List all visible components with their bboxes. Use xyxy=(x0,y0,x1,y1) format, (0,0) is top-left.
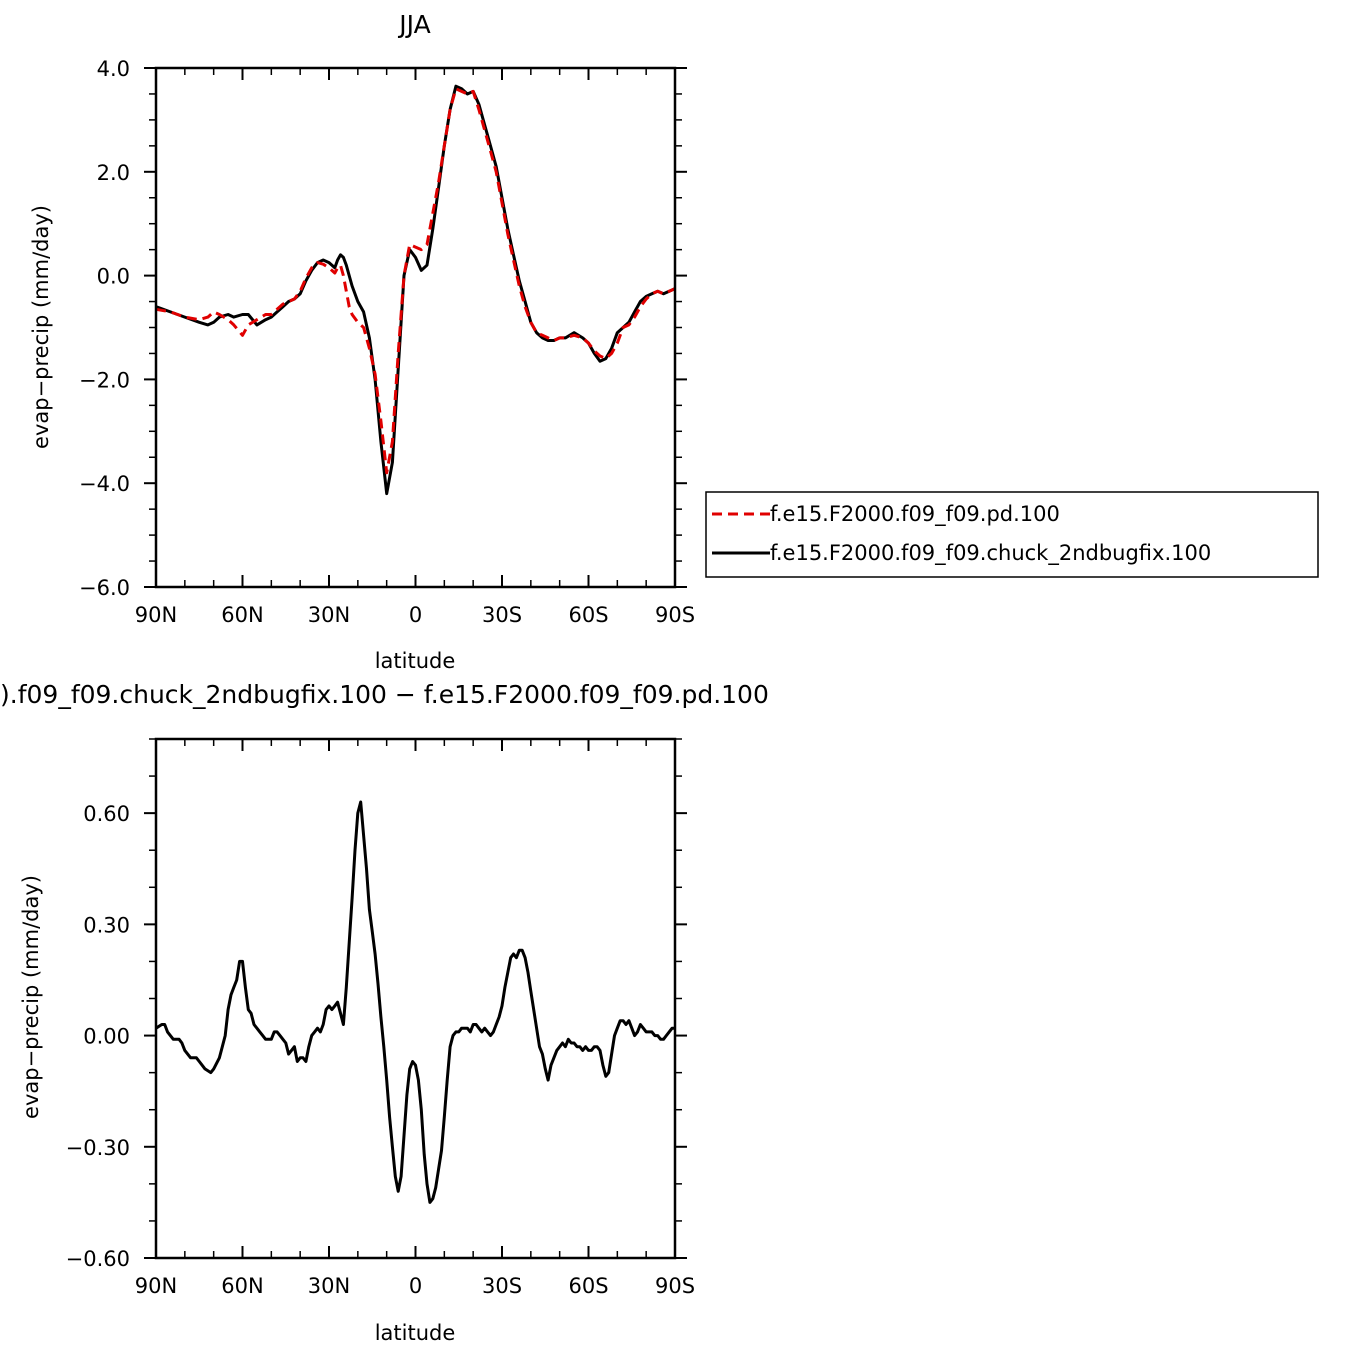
bottom-y-tick-label: −0.30 xyxy=(66,1136,130,1160)
top-x-tick-label: 0 xyxy=(409,603,422,627)
bottom-x-axis-title: latitude xyxy=(375,1321,456,1345)
top-series-line-1 xyxy=(155,87,676,475)
top-plot-frame xyxy=(154,66,677,589)
bottom-x-tick-label: 0 xyxy=(409,1274,422,1298)
top-axis-ticks: 90N 60N 30N 0 30S 60S 90S 4.0 2.0 0.0 −2.0 −4.0 −6.0 xyxy=(79,57,695,627)
bottom-x-tick-label: 30N xyxy=(308,1274,350,1298)
legend-label-pd: f.e15.F2000.f09_f09.pd.100 xyxy=(770,502,1060,527)
chart-top: JJA 90N 60N 30N 0 30S 60S 90S 4.0 2.0 0.0 −2.0 −4.0… xyxy=(29,10,695,673)
legend: f.e15.F2000.f09_f09.pd.100 f.e15.F2000.f… xyxy=(705,491,1319,578)
top-chart-title: JJA xyxy=(397,10,430,39)
top-y-tick-label: −4.0 xyxy=(79,472,130,496)
bottom-series-line-0 xyxy=(155,800,675,1204)
bottom-series-group xyxy=(155,800,675,1204)
top-x-axis-title: latitude xyxy=(375,649,456,673)
bottom-x-tick-label: 60N xyxy=(221,1274,263,1298)
top-series-group xyxy=(155,84,676,496)
top-y-tick-label: −2.0 xyxy=(79,368,130,392)
legend-box xyxy=(705,491,1319,578)
top-x-tick-label: 60S xyxy=(568,603,608,627)
bottom-x-tick-label: 30S xyxy=(482,1274,522,1298)
bottom-plot-frame xyxy=(154,737,677,1260)
top-x-tick-label: 30S xyxy=(482,603,522,627)
bottom-x-tick-label: 60S xyxy=(568,1274,608,1298)
bottom-y-axis-title: evap−precip (mm/day) xyxy=(19,875,43,1119)
top-x-tick-label: 60N xyxy=(221,603,263,627)
bottom-chart-title: ).f09_f09.chuck_2ndbugfix.100 − f.e15.F2… xyxy=(0,680,769,709)
top-y-tick-label: 2.0 xyxy=(97,161,130,185)
top-x-tick-label: 90N xyxy=(135,603,177,627)
top-x-tick-label: 30N xyxy=(308,603,350,627)
top-y-tick-label: 4.0 xyxy=(97,57,130,81)
bottom-y-tick-label: 0.60 xyxy=(83,802,130,826)
bottom-x-tick-label: 90N xyxy=(135,1274,177,1298)
top-x-tick-label: 90S xyxy=(655,603,695,627)
bottom-y-tick-label: 0.30 xyxy=(83,913,130,937)
bottom-y-tick-label: 0.00 xyxy=(83,1025,130,1049)
chart-bottom: ).f09_f09.chuck_2ndbugfix.100 − f.e15.F2… xyxy=(0,680,769,1345)
legend-label-chuck: f.e15.F2000.f09_f09.chuck_2ndbugfix.100 xyxy=(770,541,1211,566)
bottom-x-tick-label: 90S xyxy=(655,1274,695,1298)
top-y-tick-label: 0.0 xyxy=(97,265,130,289)
top-y-tick-label: −6.0 xyxy=(79,576,130,600)
bottom-y-tick-label: −0.60 xyxy=(66,1247,130,1271)
top-y-axis-title: evap−precip (mm/day) xyxy=(29,205,53,449)
top-series-line-0 xyxy=(155,84,676,496)
